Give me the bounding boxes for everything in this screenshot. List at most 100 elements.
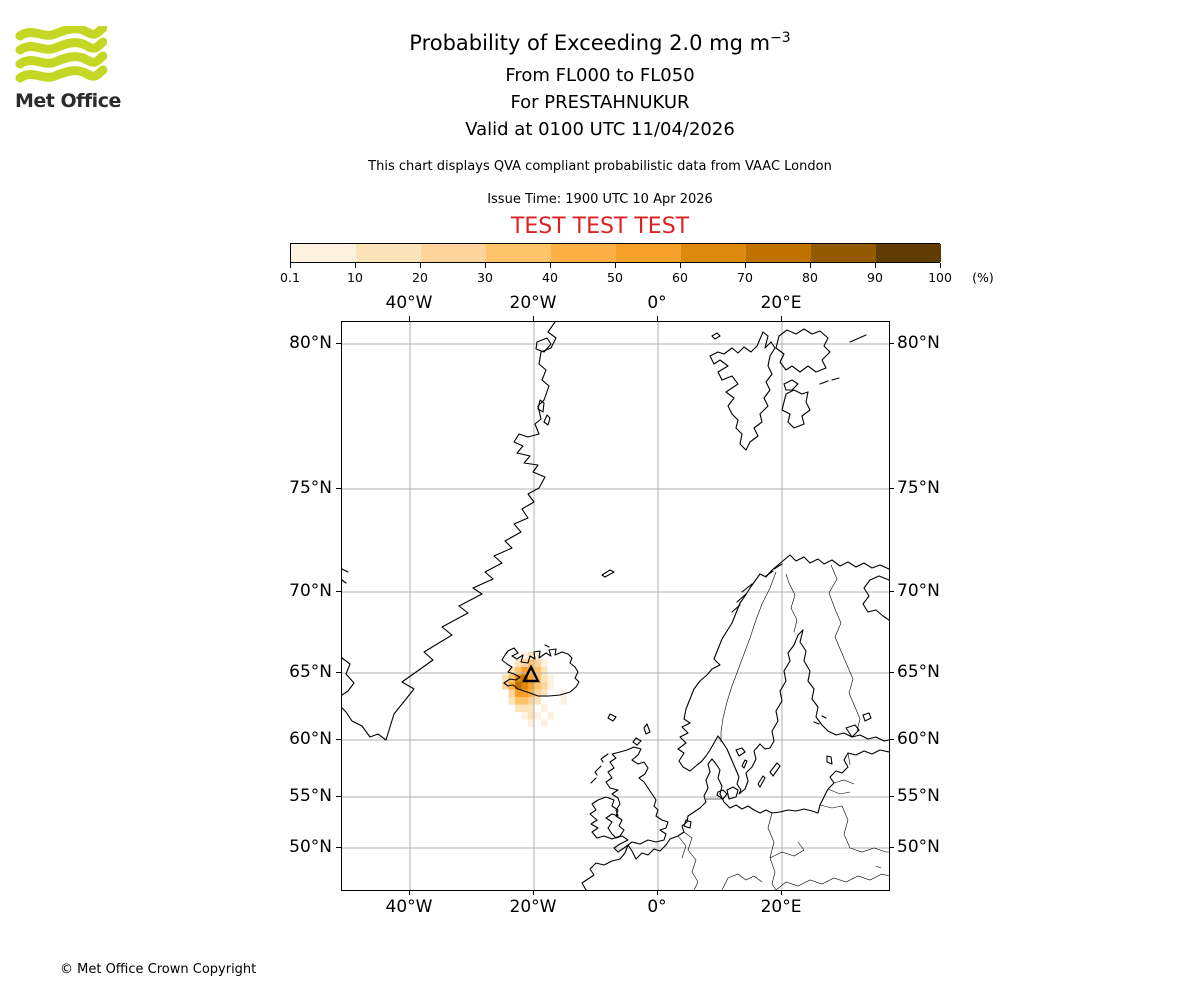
map-edge-tick [657, 316, 658, 321]
map-edge-tick [657, 890, 658, 895]
danish-islands [716, 786, 739, 800]
probability-cell [541, 682, 548, 690]
lat-label-left: 55°N [289, 786, 332, 806]
probability-cell [534, 712, 541, 720]
colorbar-tick-label: 60 [672, 270, 688, 285]
colorbar-tick [680, 263, 681, 268]
map-edge-tick [889, 847, 894, 848]
subtitle-flight-levels: From FL000 to FL050 [505, 65, 695, 86]
map-canvas [342, 322, 889, 890]
coast-ireland [589, 796, 625, 840]
lat-label-right: 50°N [897, 837, 940, 857]
map-edge-tick [336, 343, 341, 344]
probability-cell [541, 689, 548, 697]
probability-cell [515, 659, 522, 667]
probability-cell [528, 712, 535, 720]
probability-cell [521, 697, 528, 705]
map-edge-tick [889, 672, 894, 673]
probability-cell [534, 667, 541, 675]
map-edge-tick [781, 316, 782, 321]
probability-cell [560, 689, 567, 697]
colorbar-tick-label: 40 [542, 270, 558, 285]
colorbar-segment [291, 244, 356, 262]
probability-cell [528, 659, 535, 667]
probability-cell [521, 667, 528, 675]
colorbar-tick-label: 90 [867, 270, 883, 285]
probability-cell [515, 704, 522, 712]
probability-cell [534, 682, 541, 690]
lat-label-left: 60°N [289, 729, 332, 749]
lon-label-top: 40°W [385, 293, 433, 313]
probability-cell [502, 674, 509, 682]
colorbar-tick [485, 263, 486, 268]
coast-jutland-northsea-channel [581, 758, 725, 890]
probability-cell [541, 719, 548, 727]
probability-cell [547, 712, 554, 720]
lat-label-left: 50°N [289, 837, 332, 857]
baltic-islands [757, 762, 781, 788]
map-edge-tick [336, 672, 341, 673]
volcano-marker [522, 664, 540, 683]
map-edge-tick [409, 316, 410, 321]
lon-label-bottom: 20°E [760, 897, 802, 917]
probability-cell [521, 704, 528, 712]
map-edge-tick [781, 890, 782, 895]
colorbar-segment [681, 244, 746, 262]
probability-cell [521, 689, 528, 697]
probability-cell [508, 667, 515, 675]
lofoten-islands [731, 563, 783, 613]
graticule [342, 322, 889, 890]
issue-time: Issue Time: 1900 UTC 10 Apr 2026 [487, 192, 713, 207]
probability-cell [521, 682, 528, 690]
lat-label-left: 65°N [289, 662, 332, 682]
lon-label-top: 0° [647, 293, 667, 313]
svalbard-outer-islands [819, 334, 867, 385]
colorbar-tick [810, 263, 811, 268]
probability-cell [528, 652, 535, 660]
probability-cell [541, 704, 548, 712]
colorbar-tick [875, 263, 876, 268]
colorbar-tick [940, 263, 941, 268]
colorbar-tick-label: 20 [412, 270, 428, 285]
lon-label-bottom: 40°W [385, 897, 433, 917]
met-office-waves-icon [15, 23, 108, 83]
jan-mayen-island [601, 569, 615, 578]
lat-label-left: 70°N [289, 581, 332, 601]
colorbar-segment [616, 244, 681, 262]
coast-svalbard-edgeoya [781, 379, 811, 429]
probability-cell [508, 674, 515, 682]
colorbar-tick-label: 100 [928, 270, 952, 285]
colorbar-tick [355, 263, 356, 268]
map-edge-tick [889, 796, 894, 797]
lat-label-right: 60°N [897, 729, 940, 749]
probability-cell [534, 689, 541, 697]
colorbar-tick [550, 263, 551, 268]
probability-cell [515, 682, 522, 690]
map-edge-tick [409, 890, 410, 895]
probability-cell [528, 719, 535, 727]
probability-cell [508, 697, 515, 705]
probability-cell [560, 697, 567, 705]
met-office-logo-text: Met Office [15, 90, 121, 112]
probability-cell [528, 682, 535, 690]
probability-cell [541, 659, 548, 667]
qva-note: This chart displays QVA compliant probab… [368, 159, 832, 174]
probability-cell [541, 667, 548, 675]
coast-svalbard-spitsbergen [709, 331, 776, 451]
scottish-islands [590, 723, 651, 784]
lat-label-left: 80°N [289, 333, 332, 353]
lon-label-top: 20°W [509, 293, 557, 313]
map-edge-tick [533, 316, 534, 321]
map-edge-tick [336, 847, 341, 848]
probability-cell [547, 674, 554, 682]
country-borders [677, 564, 889, 890]
page-title: Probability of Exceeding 2.0 mg m−3 [409, 30, 791, 55]
probability-cell [502, 682, 509, 690]
lat-label-right: 65°N [897, 662, 940, 682]
probability-cell [541, 674, 548, 682]
coast-greenland [342, 322, 557, 741]
colorbar-segment [486, 244, 551, 262]
lat-label-right: 75°N [897, 478, 940, 498]
lat-label-right: 80°N [897, 333, 940, 353]
